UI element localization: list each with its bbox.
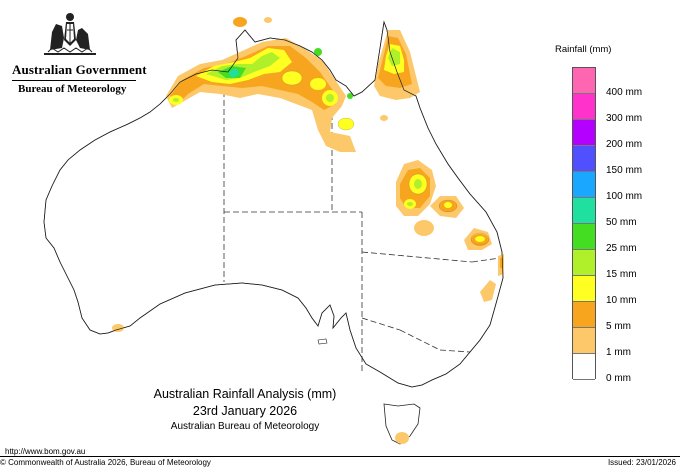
- legend-label: 200 mm: [606, 139, 643, 150]
- legend-label: 10 mm: [606, 295, 637, 306]
- legend-swatch: [573, 146, 595, 172]
- legend-swatch: [573, 68, 595, 94]
- legend-swatch: [573, 250, 595, 276]
- legend-label: 15 mm: [606, 269, 637, 280]
- legend-label: 400 mm: [606, 87, 643, 98]
- legend-swatch: [573, 224, 595, 250]
- rainfall-central-qld: [396, 160, 504, 302]
- coat-of-arms-icon: [44, 13, 96, 55]
- map-title-block: Australian Rainfall Analysis (mm) 23rd J…: [130, 386, 360, 434]
- legend-swatch: [573, 120, 595, 146]
- rainfall-kimberley: [166, 17, 388, 152]
- government-name: Australian Government: [12, 62, 147, 77]
- legend-label: 150 mm: [606, 165, 643, 176]
- map-source: Australian Bureau of Meteorology: [170, 421, 320, 432]
- legend-color-bar: [572, 67, 596, 380]
- rainfall-contours: [281, 70, 490, 246]
- legend-swatch: [573, 328, 595, 354]
- rainfall-south: [112, 324, 409, 444]
- legend-swatch: [573, 276, 595, 302]
- header-divider: [12, 80, 136, 81]
- legend-title: Rainfall (mm): [555, 44, 612, 55]
- legend-label: 5 mm: [606, 321, 631, 332]
- issued-date: Issued: 23/01/2026: [607, 458, 676, 467]
- agency-name: Bureau of Meteorology: [18, 83, 127, 95]
- legend-swatch: [573, 94, 595, 120]
- legend-label: 1 mm: [606, 347, 631, 358]
- kangaroo-island: [317, 338, 328, 345]
- copyright-text: © Commonwealth of Australia 2026, Bureau…: [0, 458, 211, 467]
- legend-label: 300 mm: [606, 113, 643, 124]
- legend-swatch: [573, 302, 595, 328]
- legend-label: 50 mm: [606, 217, 637, 228]
- map-title: Australian Rainfall Analysis (mm): [153, 387, 337, 401]
- tasmania-coastline: [383, 403, 421, 445]
- bom-website-link[interactable]: http://www.bom.gov.au: [5, 447, 86, 456]
- footer-divider: [0, 456, 680, 457]
- legend-swatch: [573, 198, 595, 224]
- legend-swatch: [573, 354, 595, 380]
- state-borders: [223, 82, 501, 372]
- map-date: 23rd January 2026: [192, 404, 298, 418]
- rainfall-cape-york: [374, 30, 420, 100]
- legend-swatch: [573, 172, 595, 198]
- legend-label: 100 mm: [606, 191, 643, 202]
- legend-label: 0 mm: [606, 373, 631, 384]
- legend-label: 25 mm: [606, 243, 637, 254]
- coastline-overlay: [43, 20, 504, 388]
